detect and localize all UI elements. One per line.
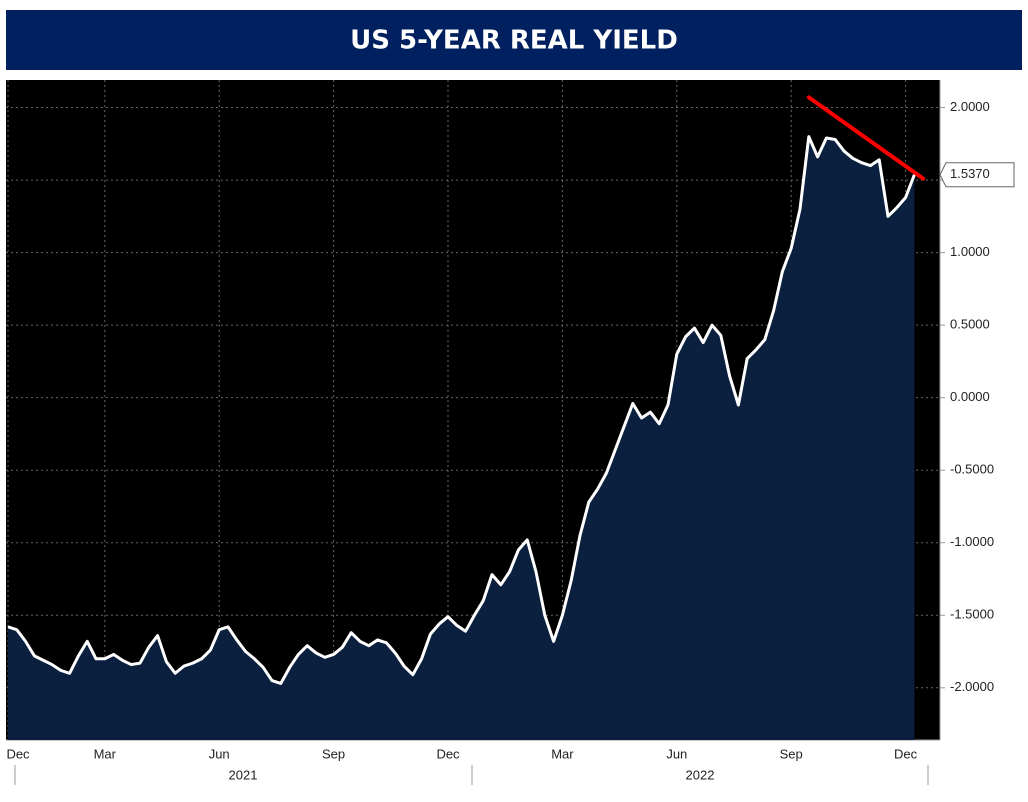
line: [7, 135, 916, 685]
title-bar: [6, 10, 1022, 70]
year-label: 2022: [686, 767, 715, 782]
x-tick-label: Jun: [209, 746, 230, 761]
x-tick-label: Dec: [436, 746, 460, 761]
y-tick-label: -0.5000: [950, 462, 994, 477]
x-tick-label: Dec: [894, 746, 918, 761]
y-tick-label: 0.0000: [950, 389, 990, 404]
y-tick-label: -2.0000: [950, 679, 994, 694]
y-tick-label: -1.0000: [950, 534, 994, 549]
y-tick-label: 2.0000: [950, 99, 990, 114]
x-tick-label: Sep: [322, 746, 345, 761]
y-tick-label: 1.0000: [950, 244, 990, 259]
value-label: 1.5370: [950, 166, 990, 181]
trendline: [806, 95, 926, 181]
area: [8, 136, 915, 741]
x-tick-label: Dec: [6, 746, 30, 761]
x-tick-label: Jun: [666, 746, 687, 761]
x-tick-label: Sep: [780, 746, 803, 761]
value-label-box: [939, 162, 1015, 188]
y-tick-label: 0.5000: [950, 317, 990, 332]
year-label: 2021: [229, 767, 258, 782]
x-tick-label: Mar: [94, 746, 117, 761]
x-tick-label: Mar: [551, 746, 574, 761]
chart-title: US 5-YEAR REAL YIELD: [350, 26, 678, 56]
y-tick-label: -1.5000: [950, 607, 994, 622]
